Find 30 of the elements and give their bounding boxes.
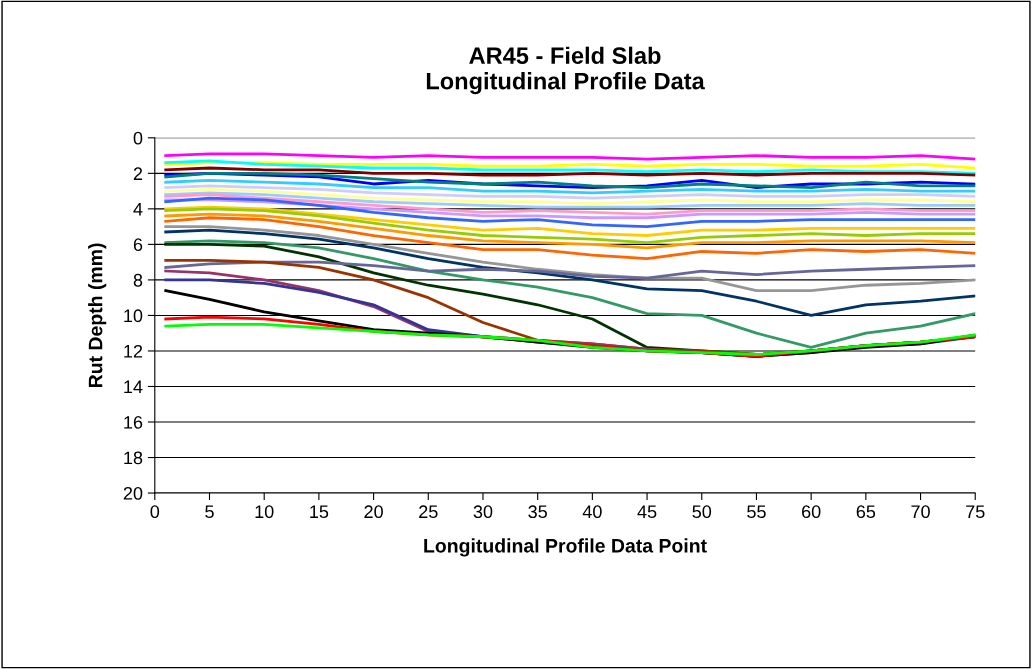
- x-tick-label: 75: [966, 505, 985, 519]
- y-tick-label: 0: [133, 131, 143, 145]
- x-tick-label: 65: [856, 505, 876, 519]
- y-tick-label: 20: [123, 486, 143, 500]
- x-tick-label: 60: [802, 505, 821, 519]
- y-tick-label: 8: [133, 273, 143, 287]
- y-tick-label: 14: [124, 380, 143, 394]
- x-tick-label: 70: [911, 505, 930, 519]
- x-tick-label: 0: [150, 505, 160, 519]
- y-tick-label: 18: [124, 451, 143, 465]
- x-tick-label: 55: [747, 505, 766, 519]
- x-tick-label: 50: [692, 505, 712, 519]
- x-tick-label: 5: [205, 505, 214, 519]
- x-tick-label: 20: [364, 505, 383, 519]
- y-tick-label: 10: [124, 309, 143, 323]
- y-axis-title: Rut Depth (mm): [88, 243, 107, 388]
- x-tick-label: 25: [419, 505, 438, 519]
- x-tick-label: 40: [582, 505, 602, 519]
- x-tick-label: 15: [310, 505, 329, 519]
- chart-title: AR45 - Field Slab Longitudinal Profile Data: [426, 46, 705, 95]
- y-tick-label: 16: [124, 415, 143, 429]
- x-tick-label: 30: [473, 505, 493, 519]
- y-tick-label: 12: [124, 344, 143, 358]
- x-tick-label: 35: [528, 505, 547, 519]
- y-tick-label: 6: [133, 238, 143, 252]
- x-axis-title: Longitudinal Profile Data Point: [424, 538, 707, 557]
- y-tick-label: 4: [133, 202, 143, 216]
- y-tick-label: 2: [133, 167, 143, 180]
- x-tick-label: 10: [255, 505, 274, 519]
- x-tick-label: 45: [637, 505, 657, 519]
